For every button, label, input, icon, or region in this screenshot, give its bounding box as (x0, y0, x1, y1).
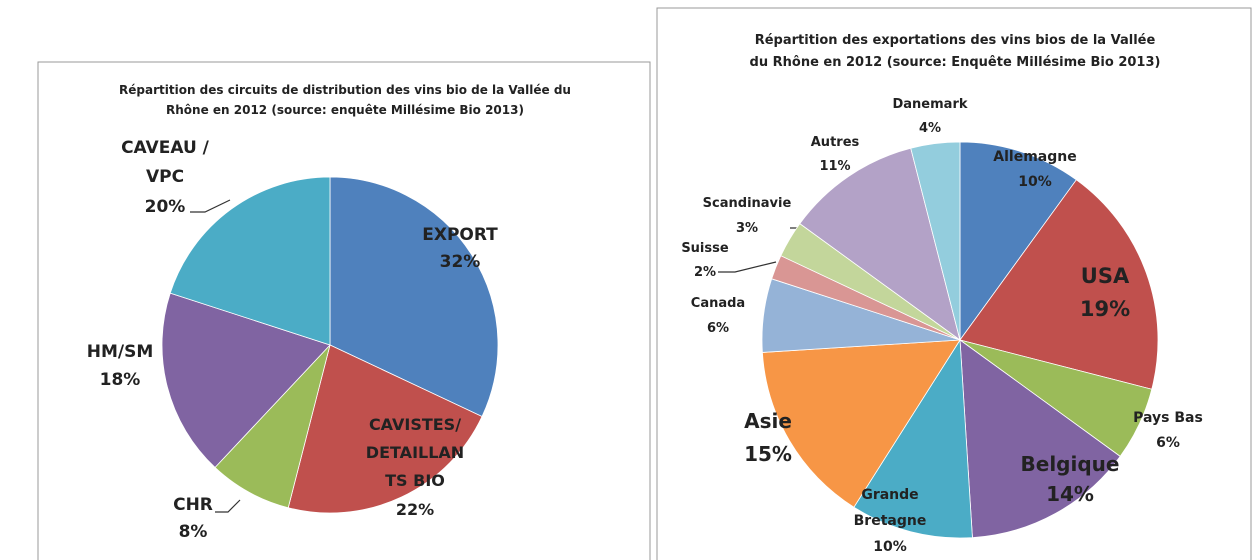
slice-value-label: 2% (694, 265, 716, 280)
pie-slice (799, 147, 961, 341)
slice-value-label: 14% (1046, 482, 1094, 506)
pie-slice (853, 338, 973, 539)
slice-value-label: 19% (1080, 297, 1130, 321)
slice-label: EXPORT (422, 225, 498, 245)
slice-value-label: 8% (179, 522, 208, 542)
pie-slice (169, 176, 331, 346)
slice-label: USA (1081, 264, 1130, 288)
slice-label: Belgique (1021, 452, 1120, 476)
slice-label: HM/SM (87, 342, 154, 362)
slice-value-label: 22% (396, 500, 434, 519)
slice-label: Canada (691, 296, 745, 311)
slice-value-label: 4% (919, 121, 941, 136)
pie-slice (761, 339, 961, 508)
slice-value-label: 10% (873, 539, 907, 555)
pie-slice (287, 344, 483, 514)
chart-title: Répartition des circuits de distribution… (119, 83, 571, 117)
pie-slice (959, 179, 1159, 390)
slice-label: Suisse (681, 241, 729, 256)
slice-label: Danemark (892, 97, 967, 112)
slice-value-label: 10% (1018, 174, 1052, 190)
pie-slice (959, 339, 1121, 539)
slice-value-label: 6% (707, 321, 729, 336)
slice-value-label: 6% (1156, 435, 1180, 451)
slice-label: Scandinavie (703, 196, 792, 211)
slice-label: Grande Bretagne (854, 487, 927, 529)
slice-label: Allemagne (993, 149, 1076, 165)
slice-label: CHR (173, 495, 213, 515)
chart-title: Répartition des exportations des vins bi… (750, 33, 1161, 70)
slice-label: CAVISTES/DETAILLAN TS BIO (366, 415, 464, 490)
slice-label: Pays Bas (1133, 410, 1203, 426)
slice-value-label: 3% (736, 221, 758, 236)
slice-label: Asie (744, 409, 792, 433)
pie-slice (329, 176, 499, 418)
pie-slice (910, 141, 961, 341)
slice-value-label: 20% (145, 197, 186, 217)
slice-value-label: 15% (744, 442, 792, 466)
slice-label: CAVEAU / VPC (121, 138, 210, 187)
slice-value-label: 11% (819, 159, 850, 174)
pie-slice (161, 292, 331, 469)
pie-slice (959, 141, 1077, 342)
slice-label: Autres (811, 135, 860, 150)
slice-value-label: 18% (100, 370, 141, 390)
slice-value-label: 32% (440, 252, 481, 272)
